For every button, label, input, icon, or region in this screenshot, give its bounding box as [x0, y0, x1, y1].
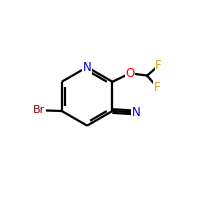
Text: F: F	[154, 81, 160, 94]
Text: N: N	[132, 106, 141, 119]
Text: Br: Br	[33, 105, 46, 115]
Text: O: O	[126, 67, 135, 80]
Text: N: N	[83, 61, 91, 74]
Text: F: F	[155, 59, 162, 72]
